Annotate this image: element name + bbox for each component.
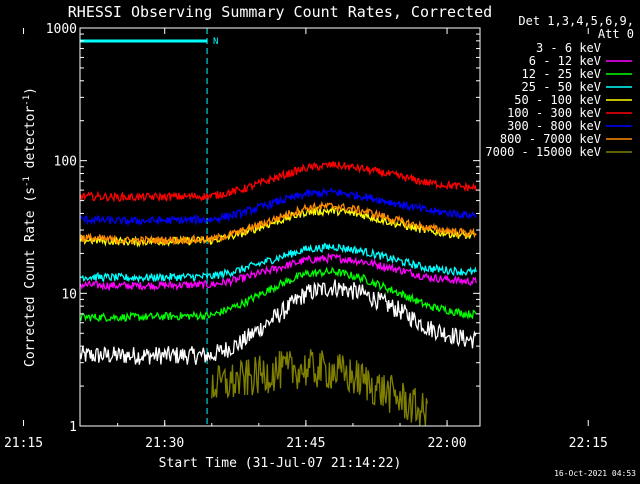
legend-entry-label: 6 - 12 keV (529, 54, 601, 68)
series-line-5 (79, 161, 477, 203)
legend-entry-label: 25 - 50 keV (522, 80, 601, 94)
y-axis-label-sup-2: -1 (22, 95, 32, 106)
series-line-8 (211, 349, 428, 427)
series-line-6 (79, 186, 477, 227)
series-line-0 (79, 279, 477, 365)
x-tick-label: 22:00 (427, 436, 466, 451)
series-line-2 (79, 266, 477, 323)
series-line-3 (79, 242, 477, 284)
y-tick-label: 1000 (46, 22, 77, 37)
plot-frame (79, 27, 481, 427)
y-axis-label-mid: detector (23, 106, 38, 177)
y-tick-label: 1 (69, 420, 77, 435)
series-line-7 (79, 200, 477, 246)
x-tick-label: 21:45 (286, 436, 325, 451)
series-line-1 (79, 252, 477, 292)
y-axis-label-sup-1: -1 (22, 176, 32, 187)
y-axis-ticks: 1 10 100 1000 (46, 22, 480, 435)
x-tick-label: 22:15 (569, 436, 608, 451)
legend-entry-label: 3 - 6 keV (536, 41, 601, 55)
x-tick-label: 21:15 (4, 436, 43, 451)
generation-timestamp: 16-Oct-2021 04:53 (554, 469, 636, 478)
legend-header-detectors: Det 1,3,4,5,6,9, (518, 14, 634, 28)
x-tick-label: 21:30 (145, 436, 184, 451)
y-tick-label: 100 (54, 155, 77, 170)
legend-entry-label: 300 - 800 keV (507, 119, 601, 133)
y-axis-label-end: ) (23, 87, 38, 95)
y-axis-label-main: Corrected Count Rate (s (23, 187, 38, 367)
y-axis-label: Corrected Count Rate (s-1 detector-1) (22, 87, 38, 367)
legend-entry-label: 800 - 7000 keV (500, 132, 601, 146)
legend-entry-label: 12 - 25 keV (522, 67, 601, 81)
chart-title: RHESSI Observing Summary Count Rates, Co… (68, 3, 492, 21)
series-group (79, 161, 477, 427)
y-tick-label: 10 (61, 287, 77, 302)
legend-entry-label: 50 - 100 keV (514, 93, 601, 107)
night-label: N (213, 37, 218, 47)
x-axis-label: Start Time (31-Jul-07 21:14:22) (159, 456, 402, 471)
legend-entry-label: 7000 - 15000 keV (485, 145, 601, 159)
legend-entry-label: 100 - 300 keV (507, 106, 601, 120)
legend-header-attenuator: Att 0 (598, 27, 634, 41)
